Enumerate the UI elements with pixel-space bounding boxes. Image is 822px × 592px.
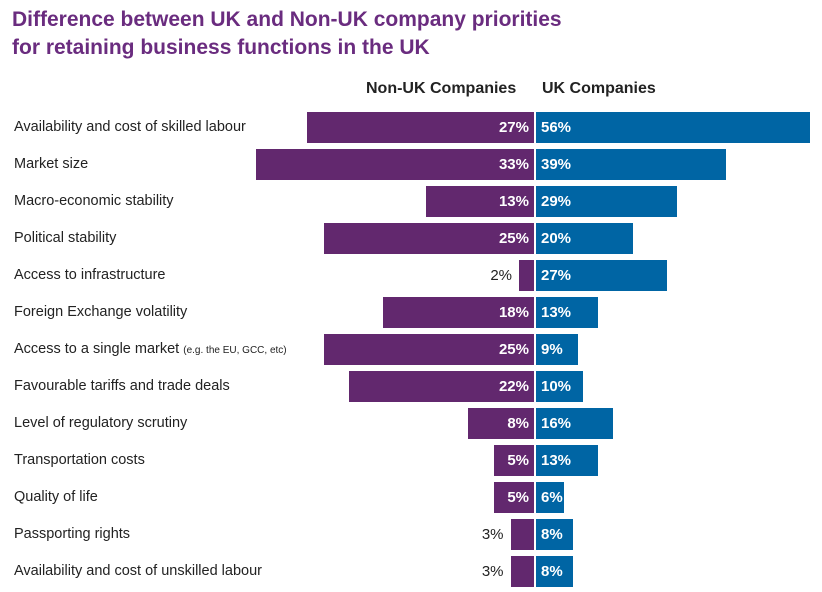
category-label: Access to a single market (e.g. the EU, … <box>14 333 287 367</box>
bar-non-uk <box>467 407 535 440</box>
category-text: Political stability <box>14 230 117 246</box>
category-label: Level of regulatory scrutiny <box>14 407 187 440</box>
data-label-uk: 13% <box>541 452 572 469</box>
category-label: Macro-economic stability <box>14 185 174 218</box>
category-text: Market size <box>14 156 89 172</box>
bar-non-uk <box>509 555 535 588</box>
bar-uk <box>535 333 580 366</box>
bar-uk <box>535 555 575 588</box>
data-label-uk: 29% <box>541 193 572 210</box>
data-label-non-uk: 2% <box>490 267 512 284</box>
data-label-uk: 39% <box>541 156 572 173</box>
category-label: Foreign Exchange volatility <box>14 296 187 329</box>
category-label: Availability and cost of unskilled labou… <box>14 555 262 588</box>
data-label-uk: 20% <box>541 230 572 247</box>
category-label: Access to infrastructure <box>14 259 166 292</box>
bar-uk <box>535 444 600 477</box>
bar-non-uk <box>518 259 535 292</box>
data-label-uk: 8% <box>541 563 563 580</box>
category-text: Availability and cost of unskilled labou… <box>14 563 262 579</box>
data-label-non-uk: 3% <box>481 563 504 580</box>
data-label-non-uk: 25% <box>498 341 529 358</box>
bar-non-uk <box>492 444 535 477</box>
data-label-non-uk: 5% <box>507 452 529 469</box>
category-label: Political stability <box>14 222 116 255</box>
bar-non-uk <box>305 111 535 144</box>
category-text: Transportation costs <box>14 452 145 468</box>
data-label-uk: 16% <box>541 415 572 432</box>
bar-non-uk <box>382 296 535 329</box>
bar-uk <box>535 148 728 181</box>
bar-uk <box>535 111 812 144</box>
bar-non-uk <box>509 518 535 551</box>
category-label: Quality of life <box>14 481 98 514</box>
data-label-non-uk: 25% <box>498 230 529 247</box>
data-label-uk: 27% <box>541 267 572 284</box>
category-text: Access to a single market <box>14 341 180 357</box>
chart-title-line-2: for retaining business functions in the … <box>12 36 430 59</box>
bar-non-uk <box>492 481 535 514</box>
category-label: Availability and cost of skilled labour <box>14 111 246 144</box>
bar-uk <box>535 296 600 329</box>
bar-uk <box>535 222 634 255</box>
legend-non-uk: Non-UK Companies <box>366 80 517 97</box>
category-text: Availability and cost of skilled labour <box>14 119 246 135</box>
data-label-non-uk: 5% <box>507 489 529 506</box>
data-label-uk: 13% <box>541 304 572 321</box>
category-note: (e.g. the EU, GCC, etc) <box>183 345 287 356</box>
bar-uk <box>535 370 585 403</box>
bar-non-uk <box>424 185 535 218</box>
bar-non-uk <box>254 148 535 181</box>
bar-non-uk <box>348 370 535 403</box>
category-text: Favourable tariffs and trade deals <box>14 378 230 394</box>
category-text: Macro-economic stability <box>14 193 174 209</box>
data-label-non-uk: 18% <box>498 304 529 321</box>
bar-non-uk <box>322 222 535 255</box>
data-label-uk: 9% <box>541 341 563 358</box>
category-label: Favourable tariffs and trade deals <box>14 370 230 403</box>
bar-uk <box>535 481 565 514</box>
bar-uk <box>535 518 575 551</box>
bar-uk <box>535 185 678 218</box>
data-label-uk: 6% <box>541 489 563 506</box>
data-label-uk: 8% <box>541 526 563 543</box>
data-label-non-uk: 3% <box>481 526 504 543</box>
category-text: Access to infrastructure <box>14 267 166 283</box>
data-label-non-uk: 8% <box>507 415 529 432</box>
bar-uk <box>535 407 614 440</box>
category-text: Level of regulatory scrutiny <box>14 415 188 431</box>
data-label-non-uk: 13% <box>498 193 529 210</box>
category-text: Quality of life <box>14 489 98 505</box>
category-text: Passporting rights <box>14 526 131 542</box>
data-label-non-uk: 27% <box>498 119 529 136</box>
category-label: Transportation costs <box>14 444 145 477</box>
data-label-non-uk: 22% <box>498 378 529 395</box>
category-label: Passporting rights <box>14 518 130 551</box>
legend-uk: UK Companies <box>542 80 656 97</box>
data-label-uk: 10% <box>541 378 572 395</box>
data-label-uk: 56% <box>541 119 572 136</box>
chart-title-line-1: Difference between UK and Non-UK company… <box>12 8 562 31</box>
category-label: Market size <box>14 148 88 181</box>
data-label-non-uk: 33% <box>498 156 529 173</box>
bar-non-uk <box>322 333 535 366</box>
category-text: Foreign Exchange volatility <box>14 304 188 320</box>
bar-uk <box>535 259 669 292</box>
